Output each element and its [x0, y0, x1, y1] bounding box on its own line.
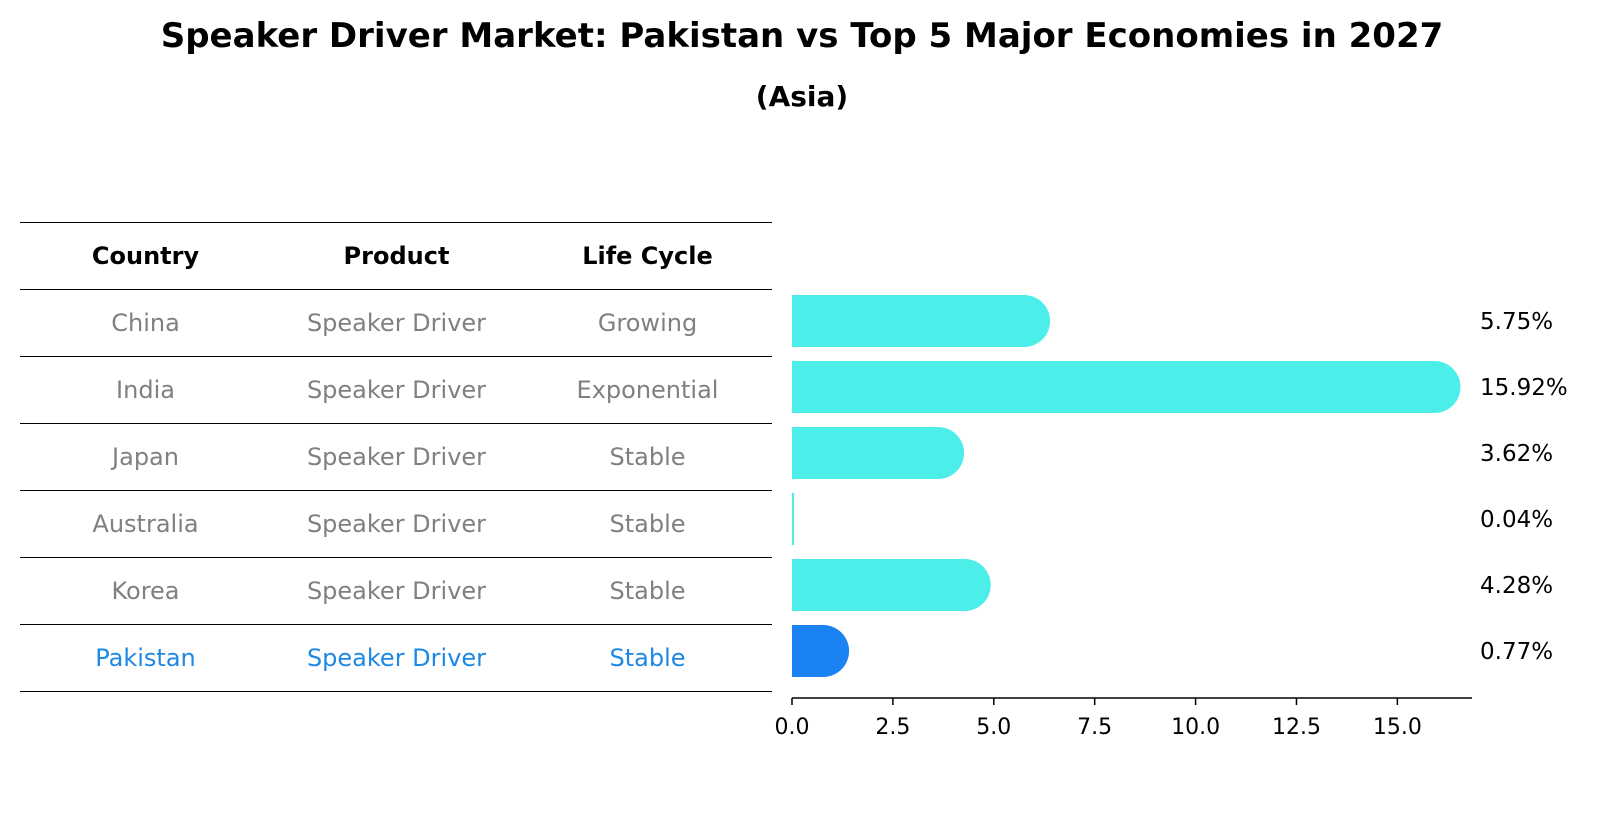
x-tick-label: 0.0 — [775, 715, 810, 740]
value-label-australia: 0.04% — [1480, 507, 1553, 533]
bar-india — [792, 361, 1461, 413]
bar-australia — [792, 493, 794, 545]
country-cell: China — [111, 309, 180, 337]
bar-china — [792, 295, 1051, 347]
x-tick-label: 5.0 — [976, 715, 1011, 740]
value-label-india: 15.92% — [1480, 375, 1568, 401]
country-cell: Korea — [111, 577, 180, 605]
table-row: India Speaker Driver Exponential — [20, 356, 772, 423]
x-tick-label: 10.0 — [1171, 715, 1220, 740]
country-cell: Australia — [92, 510, 199, 538]
table-row-highlight: Pakistan Speaker Driver Stable — [20, 624, 772, 692]
value-label-japan: 3.62% — [1480, 441, 1553, 467]
chart-subtitle: (Asia) — [755, 80, 849, 113]
bar-pakistan — [792, 625, 850, 677]
life-cycle-cell: Stable — [609, 644, 686, 672]
product-cell: Speaker Driver — [306, 577, 487, 605]
table-row: Japan Speaker Driver Stable — [20, 423, 772, 490]
value-label-china: 5.75% — [1480, 309, 1553, 335]
x-tick-label: 7.5 — [1077, 715, 1112, 740]
product-cell: Speaker Driver — [306, 376, 487, 404]
life-cycle-cell: Exponential — [576, 376, 719, 404]
value-label-korea: 4.28% — [1480, 573, 1553, 599]
country-cell: Japan — [112, 443, 179, 471]
x-tick-label: 2.5 — [875, 715, 910, 740]
life-cycle-cell: Growing — [597, 309, 698, 337]
life-cycle-cell: Stable — [609, 443, 686, 471]
table-header-row: Country Product Life Cycle — [20, 222, 772, 289]
table-row: Australia Speaker Driver Stable — [20, 490, 772, 557]
bar-japan — [792, 427, 965, 479]
bar-korea — [792, 559, 991, 611]
country-cell: India — [116, 376, 175, 404]
table-row: Korea Speaker Driver Stable — [20, 557, 772, 624]
header-country: Country — [91, 242, 200, 270]
product-cell: Speaker Driver — [306, 443, 487, 471]
product-cell: Speaker Driver — [306, 309, 487, 337]
x-tick-label: 15.0 — [1373, 715, 1422, 740]
life-cycle-cell: Stable — [609, 510, 686, 538]
header-life-cycle: Life Cycle — [582, 242, 713, 270]
table-row: China Speaker Driver Growing — [20, 289, 772, 356]
x-tick-label: 12.5 — [1272, 715, 1321, 740]
product-cell: Speaker Driver — [306, 510, 487, 538]
header-product: Product — [343, 242, 450, 270]
product-cell: Speaker Driver — [306, 644, 487, 672]
chart-title: Speaker Driver Market: Pakistan vs Top 5… — [160, 16, 1444, 56]
life-cycle-cell: Stable — [609, 577, 686, 605]
country-cell: Pakistan — [95, 644, 196, 672]
market-table: Country Product Life Cycle China Speaker… — [20, 222, 772, 692]
value-label-pakistan: 0.77% — [1480, 639, 1553, 665]
